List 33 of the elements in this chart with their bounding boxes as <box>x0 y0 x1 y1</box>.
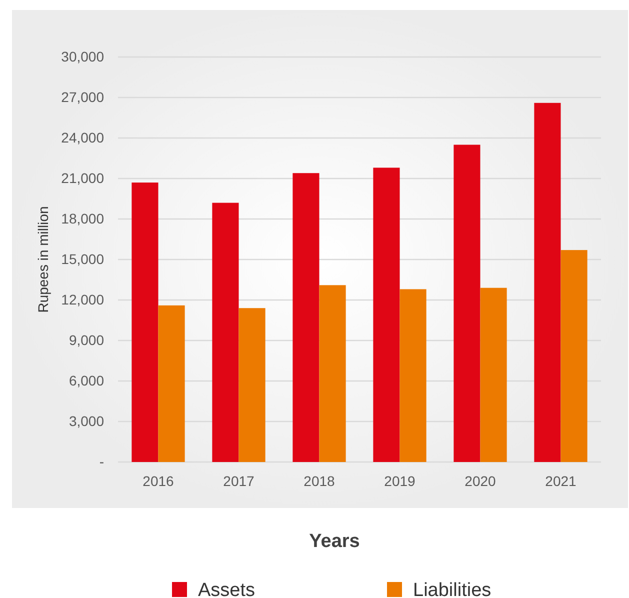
bar <box>319 285 346 462</box>
legend-label: Liabilities <box>413 580 492 598</box>
y-tick-label: 21,000 <box>61 170 104 186</box>
x-tick-label: 2016 <box>142 472 174 489</box>
x-tick-label: 2021 <box>545 472 577 489</box>
x-tick-label: 2017 <box>223 472 255 489</box>
bar <box>454 144 480 462</box>
y-axis-title: Rupees in million <box>35 206 51 313</box>
y-tick-label: 9,000 <box>68 332 104 348</box>
y-tick-label: 12,000 <box>61 291 104 308</box>
bar <box>373 168 400 462</box>
y-tick-label: 18,000 <box>61 210 104 226</box>
x-tick-label: 2020 <box>464 472 496 489</box>
bar <box>560 250 588 462</box>
x-tick-label: 2018 <box>304 472 336 489</box>
bar <box>292 173 320 462</box>
y-tick-label: 3,000 <box>68 412 104 429</box>
x-axis-title: Years <box>309 531 360 552</box>
y-tick-label: - <box>99 453 104 470</box>
bar <box>400 289 426 462</box>
bar <box>480 288 507 462</box>
bar <box>158 305 185 462</box>
y-tick-label: 27,000 <box>61 88 104 105</box>
y-tick-label: 30,000 <box>61 48 104 64</box>
bar <box>534 102 561 462</box>
y-tick-label: 6,000 <box>68 372 104 388</box>
bar <box>238 308 266 462</box>
bar <box>132 182 158 462</box>
bar <box>212 202 239 462</box>
y-tick-label: 24,000 <box>61 129 104 146</box>
y-tick-label: 15,000 <box>61 250 104 267</box>
x-tick-label: 2019 <box>384 472 416 489</box>
legend-label: Assets <box>198 580 256 598</box>
